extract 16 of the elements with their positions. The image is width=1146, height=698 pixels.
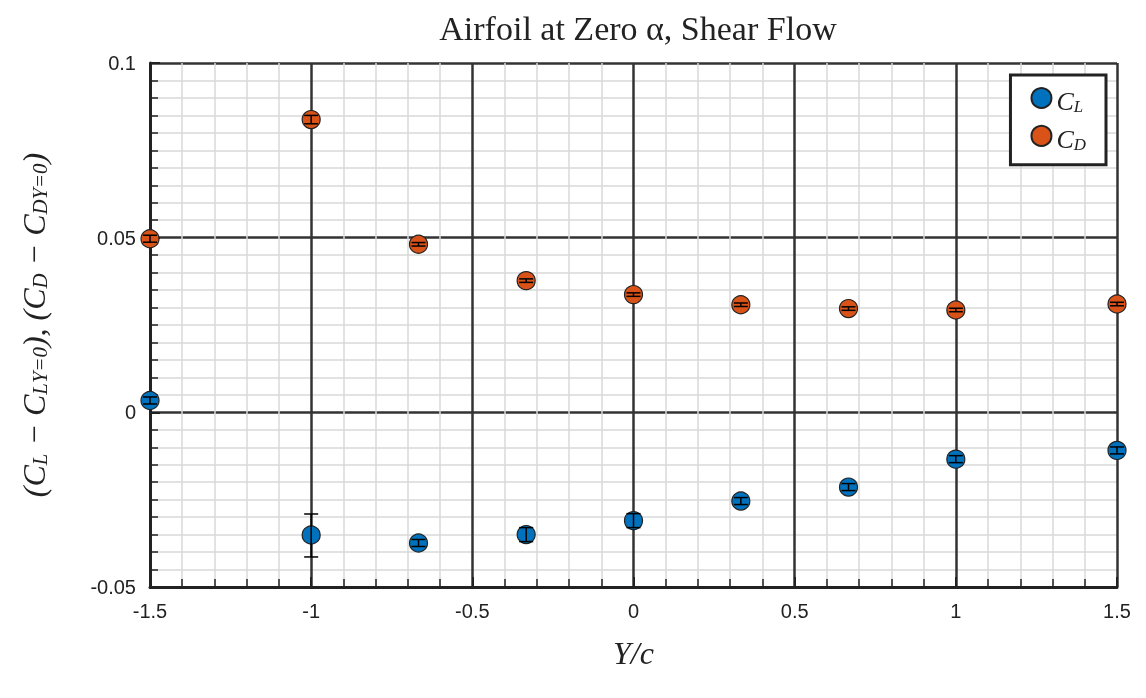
chart-title: Airfoil at Zero α, Shear Flow	[439, 9, 838, 47]
x-tick-label: 0	[627, 600, 640, 622]
y-tick-label: -0.05	[90, 576, 136, 598]
y-tick-label: 0	[124, 401, 136, 424]
x-tick-label: -1.5	[132, 600, 168, 622]
legend-label: CD	[1056, 125, 1087, 155]
y-tick-label: 0.05	[97, 226, 136, 249]
y-tick-label: 0.1	[108, 52, 136, 74]
x-tick-label: 0.5	[780, 600, 809, 622]
x-axis-title: Y/c	[613, 635, 654, 671]
x-tick-label: -1	[302, 600, 321, 622]
text: (CL − CLY=0), (CD − CDY=0)	[16, 152, 52, 498]
x-tick-label: 1	[950, 600, 962, 622]
x-tick-label: 1.5	[1103, 600, 1131, 622]
x-tick-label: -0.5	[455, 600, 490, 622]
legend-label: CL	[1056, 87, 1084, 117]
